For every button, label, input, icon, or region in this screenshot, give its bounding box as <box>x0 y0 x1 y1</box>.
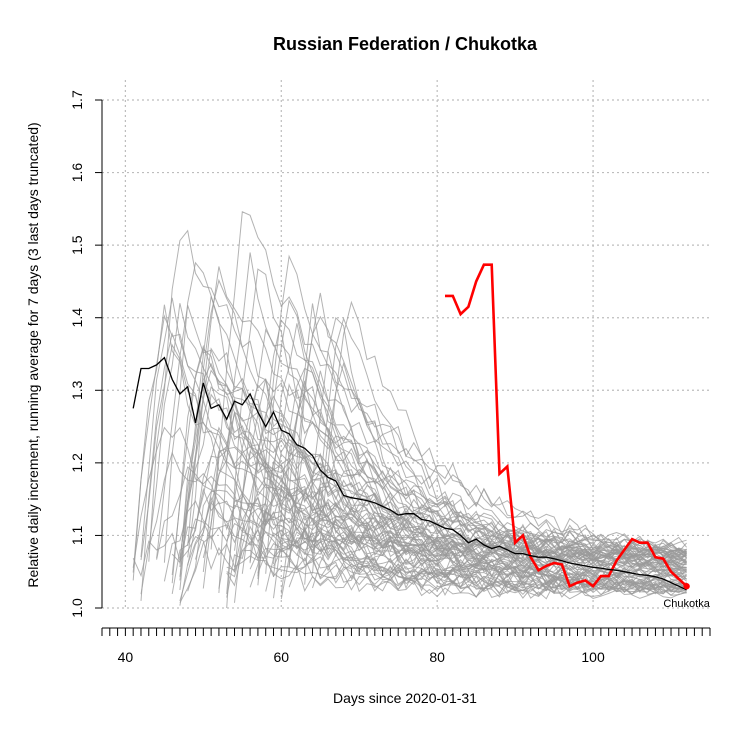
region-line <box>156 305 687 574</box>
national-series-line <box>132 356 687 591</box>
region-line <box>288 292 687 554</box>
x-tick-label: 100 <box>581 649 605 665</box>
axes: 1.0 1.1 1.2 1.3 1.4 1.5 1.6 1.7 40 60 80 100 <box>69 90 711 665</box>
region-line <box>288 508 687 595</box>
region-line <box>140 343 687 572</box>
chart-title: Russian Federation / Chukotka <box>273 34 538 54</box>
x-tick-label: 80 <box>429 649 445 665</box>
y-tick-label: 1.6 <box>69 163 85 183</box>
region-line <box>171 518 687 594</box>
y-tick-label: 1.7 <box>69 90 85 110</box>
region-line <box>171 344 687 576</box>
x-tick-label: 60 <box>273 649 289 665</box>
region-line <box>140 297 687 558</box>
region-line <box>312 506 687 590</box>
x-tick-label: 40 <box>118 649 134 665</box>
region-line <box>179 369 687 564</box>
y-tick-label: 1.1 <box>69 525 85 545</box>
x-axis-label: Days since 2020-01-31 <box>333 690 477 706</box>
chukotka-annotation: Chukotka <box>663 598 710 610</box>
region-line <box>187 278 687 555</box>
region-line <box>179 393 687 577</box>
region-line <box>171 487 687 570</box>
y-tick-label: 1.5 <box>69 235 85 255</box>
y-tick-label: 1.0 <box>69 598 85 618</box>
region-line <box>249 319 687 564</box>
series-lines <box>132 263 690 591</box>
y-tick-label: 1.4 <box>69 308 85 328</box>
region-line <box>234 328 687 573</box>
y-tick-label: 1.2 <box>69 453 85 473</box>
highlight-end-point <box>683 583 690 590</box>
region-line <box>273 385 687 599</box>
region-line <box>148 303 687 556</box>
region-line <box>179 534 687 603</box>
highlight-series-line <box>445 263 688 589</box>
region-line <box>312 361 687 558</box>
region-line <box>210 211 687 553</box>
y-axis-label: Relative daily increment, running averag… <box>25 122 41 587</box>
region-line <box>179 296 687 596</box>
region-line <box>273 531 687 569</box>
y-tick-label: 1.3 <box>69 380 85 400</box>
region-line <box>249 484 687 600</box>
